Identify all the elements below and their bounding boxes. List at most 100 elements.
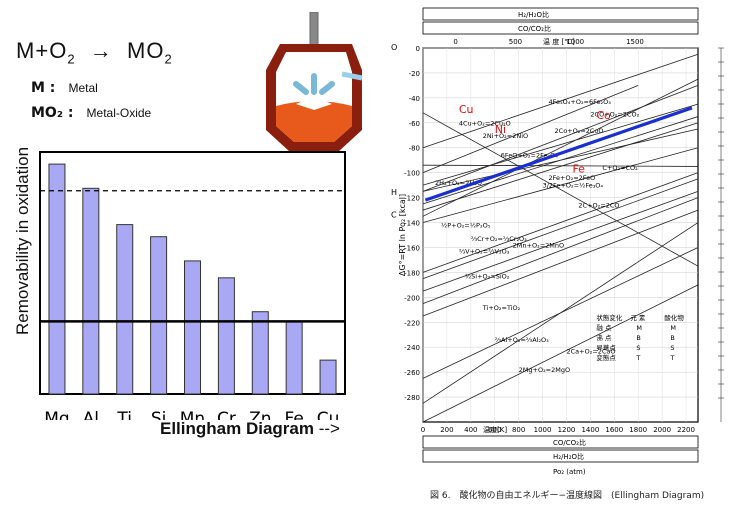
temp-c-axis-label: 温 度 [℃] [543, 37, 575, 46]
reaction-line [422, 197, 699, 304]
highlight-label-ni: Ni [495, 123, 506, 136]
bar-mn [184, 260, 201, 395]
x-tick-label: 400 [464, 426, 477, 434]
state-table-cell: M [636, 324, 642, 332]
reaction-label: 4Fe₃O₄+O₂=6Fe₂O₃ [549, 98, 612, 106]
bar-cu [319, 359, 337, 395]
y-tick-label: -220 [404, 319, 420, 327]
category-label-cu: Cu [317, 409, 340, 420]
x-tick-label: 1200 [558, 426, 576, 434]
fe-oxidation-highlight-line [424, 106, 693, 202]
reaction-label: 2Mg+O₂=2MgO [519, 366, 570, 374]
reaction-label: 4Cu+O₂=2Cu₂O [459, 119, 511, 127]
bar-zn [251, 311, 269, 395]
state-table-cell: S [636, 344, 640, 352]
state-table-cell: 沸 点 [596, 333, 612, 342]
category-label-ti: Ti [116, 409, 132, 420]
reaction-label: 3/2Fe+O₂=½Fe₃O₄ [543, 182, 604, 190]
bar-mg [48, 163, 66, 395]
state-table-header: 酸化物 [664, 313, 684, 322]
y-tick-label: -120 [404, 195, 420, 203]
reaction-label: ⅔Cr+O₂=⅔Cr₂O₃ [471, 235, 527, 243]
y-tick-label: -40 [409, 95, 420, 103]
x-tick-label: 1600 [605, 426, 623, 434]
bottom-scale-co-box [422, 435, 699, 449]
category-label-si: Si [151, 409, 167, 420]
reaction-line [422, 53, 699, 149]
temp-c-tick: 0 [453, 38, 457, 46]
state-table-cell: 融 点 [596, 323, 612, 332]
y-axis-label: ΔG°=RT ln Po₂ [kcal] [398, 194, 407, 276]
reaction-label: 2C+O₂=2CO [578, 202, 619, 210]
reaction-label: ½P+O₂=½P₂O₅ [441, 222, 491, 230]
category-label-al: Al [83, 409, 99, 420]
category-label-mg: Mg [44, 409, 69, 420]
reaction-line [422, 78, 699, 217]
bottom-scale-h2-label: H₂/H₂O比 [553, 452, 584, 461]
y-tick-label: -240 [404, 344, 420, 352]
reaction-line [422, 112, 699, 267]
top-scale-h2-box [422, 7, 699, 21]
reaction-label: C+O₂=CO₂ [602, 164, 638, 172]
temp-c-tick: 500 [509, 38, 522, 46]
y-tick-label: -260 [404, 369, 420, 377]
state-table-cell: B [636, 334, 640, 342]
reaction-line [422, 209, 699, 317]
reaction-line [422, 85, 699, 192]
category-label-zn: Zn [249, 409, 271, 420]
highlight-label-cu: Cu [459, 103, 474, 116]
x-axis-label: 温度[K] [483, 425, 507, 434]
y-tick-label: -80 [409, 145, 420, 153]
reaction-label: 6FeO+O₂=2Fe₃O₄ [501, 152, 558, 160]
side-letter-h: H [391, 188, 397, 197]
state-table-cell: B [670, 334, 674, 342]
x-tick-label: 600 [488, 426, 501, 434]
bar-si [150, 236, 168, 395]
category-label-fe: Fe [285, 409, 304, 420]
reaction-label: Ti+O₂=TiO₂ [482, 304, 521, 312]
temp-c-tick: 1500 [626, 38, 644, 46]
reaction-label: 2Fe+O₂=2FeO [549, 174, 596, 182]
bar-cr [217, 277, 235, 395]
bottom-scale-h2-box [422, 449, 699, 463]
reaction-line [422, 284, 699, 423]
reaction-line [422, 128, 699, 192]
reaction-line [422, 190, 699, 292]
ellingham-diagram-label: Ellingham Diagram --> [160, 419, 340, 438]
x-tick-label: 1800 [629, 426, 647, 434]
reaction-line [422, 178, 699, 280]
x-tick-label: 200 [440, 426, 453, 434]
oxidation-equation: M+O2 → MO2 [16, 38, 173, 67]
y-tick-label: 0 [416, 45, 420, 53]
y-tick-label: -20 [409, 70, 420, 78]
legend-metal: M : Metal [31, 80, 98, 96]
y-tick-label: -280 [404, 394, 420, 402]
reaction-line [422, 85, 639, 174]
removability-bar-chart: Mg Al Ti Si Mn Cr Zn Fe Cu [39, 151, 346, 420]
y-tick-label: -60 [409, 120, 420, 128]
reaction-label: 2Ni+O₂=2NiO [483, 132, 528, 140]
reaction-line [422, 147, 699, 223]
y-tick-label: -180 [404, 269, 420, 277]
state-table-cell: S [670, 344, 674, 352]
reaction-line [422, 122, 699, 211]
bar-al [82, 187, 100, 395]
state-table-cell: T [669, 354, 674, 362]
top-scale-co-label: CO/CO₂比 [518, 24, 551, 33]
y-tick-label: -100 [404, 170, 420, 178]
bar-fe [285, 320, 303, 395]
reaction-label: 2CO+O₂=2CO₂ [590, 111, 639, 119]
state-table-cell: 変態点 [596, 353, 616, 362]
reaction-label: 2Co+O₂=2CoO [555, 127, 604, 135]
reaction-line [422, 103, 699, 186]
highlight-label-fe: Fe [572, 163, 585, 176]
legend-metal-oxide: MO₂ : Metal-Oxide [31, 105, 152, 121]
category-label-cr: Cr [217, 409, 236, 420]
x-tick-label: 1400 [581, 426, 599, 434]
reaction-line [422, 164, 699, 167]
x-tick-label: 2000 [653, 426, 671, 434]
reaction-label: ⅔V+O₂=⅔V₂O₃ [459, 248, 510, 256]
y-tick-label: -140 [404, 220, 420, 228]
y-tick-label: -160 [404, 244, 420, 252]
